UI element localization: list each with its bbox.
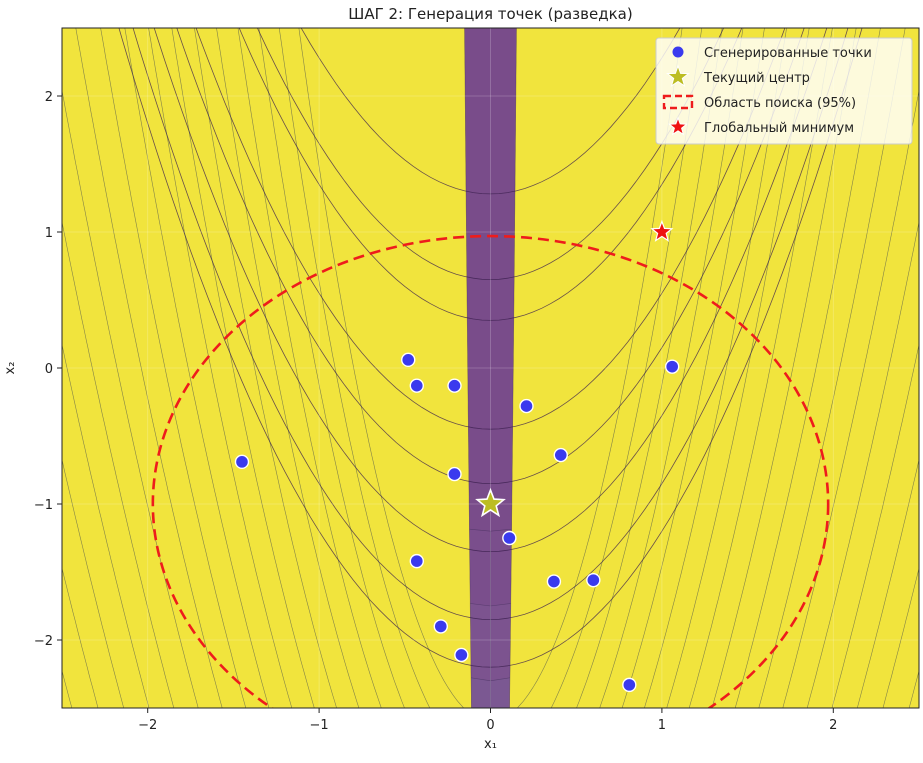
- legend-entry: Текущий центр: [666, 64, 810, 88]
- generated-point: [664, 359, 680, 374]
- generated-point: [622, 677, 637, 693]
- generated-point: [401, 352, 416, 368]
- legend-star-marker: [666, 64, 690, 88]
- x-tick-label: −2: [138, 718, 157, 733]
- generated-point: [433, 619, 448, 634]
- legend-label: Область поиска (95%): [704, 96, 856, 111]
- legend-star-marker: [668, 116, 688, 136]
- legend-label: Текущий центр: [703, 71, 810, 86]
- generated-point: [586, 572, 601, 588]
- contour-line: [831, 343, 919, 708]
- legend-label: Глобальный минимум: [704, 121, 854, 136]
- x-axis-ticks: −2 −1 0 1 2: [138, 708, 837, 733]
- contour-line: [298, 28, 464, 708]
- contour-line: [62, 567, 99, 708]
- contour-line: [258, 28, 405, 708]
- contour-line: [857, 458, 919, 708]
- generated-points-layer: [234, 352, 680, 693]
- generated-point: [234, 454, 250, 470]
- contour-line: [62, 458, 124, 708]
- contour-line: [171, 28, 315, 708]
- search-region-circle: [151, 234, 830, 708]
- legend-entry: Сгенерированные точки: [672, 46, 872, 61]
- y-tick-label: −1: [34, 498, 53, 513]
- legend-region-marker: [662, 94, 694, 110]
- contour-line: [62, 89, 199, 708]
- contour-line: [194, 28, 337, 708]
- contour-line: [882, 567, 919, 708]
- contour-line: [100, 28, 247, 708]
- contour-line: [237, 28, 382, 708]
- contour-line: [62, 343, 150, 708]
- stars-layer: [475, 219, 674, 518]
- y-tick-label: 2: [45, 90, 53, 105]
- search-region-layer: [151, 234, 830, 708]
- generated-point: [519, 398, 534, 414]
- contour-line: [153, 28, 828, 553]
- x-tick-label: 0: [486, 718, 494, 733]
- contour-line: [132, 28, 849, 621]
- x-tick-label: 2: [829, 718, 837, 733]
- contour-line: [806, 220, 919, 708]
- contour-line: [62, 220, 175, 708]
- legend-entry: Глобальный минимум: [668, 116, 854, 136]
- contour-line: [216, 28, 360, 708]
- generated-point: [454, 647, 469, 663]
- y-tick-label: 0: [45, 362, 53, 377]
- contour-line: [118, 28, 863, 668]
- y-axis-ticks: −2 −1 0 1 2: [34, 90, 62, 649]
- y-tick-label: 1: [45, 226, 53, 241]
- generated-point: [502, 530, 517, 546]
- contour-line: [75, 28, 223, 708]
- generated-point: [447, 466, 462, 482]
- chart-title: ШАГ 2: Генерация точек (разведка): [348, 5, 632, 23]
- y-tick-label: −2: [34, 634, 53, 649]
- current-center-star: [475, 487, 506, 518]
- x-axis-label: x₁: [484, 737, 497, 752]
- contour-line: [278, 28, 431, 708]
- generated-point: [409, 553, 424, 569]
- contour-line: [238, 28, 743, 321]
- generated-point: [553, 447, 568, 463]
- generated-point: [409, 378, 424, 393]
- x-tick-label: 1: [658, 718, 666, 733]
- contour-band: [62, 28, 472, 708]
- x-tick-label: −1: [310, 718, 329, 733]
- contour-line: [300, 28, 681, 195]
- contour-line: [256, 28, 725, 281]
- contour-band: [509, 28, 919, 708]
- contour-line: [148, 28, 293, 708]
- legend-label: Сгенерированные точки: [704, 46, 872, 61]
- legend-box: [655, 37, 913, 145]
- global-minimum-star: [650, 219, 674, 242]
- legend: Сгенерированные точки Текущий центр Област…: [655, 37, 913, 145]
- generated-point: [546, 574, 562, 589]
- legend-entry: Область поиска (95%): [662, 94, 856, 111]
- generated-point: [447, 378, 462, 393]
- legend-point-marker: [672, 46, 684, 58]
- y-axis-label: x₂: [3, 362, 18, 375]
- contour-line: [124, 28, 270, 708]
